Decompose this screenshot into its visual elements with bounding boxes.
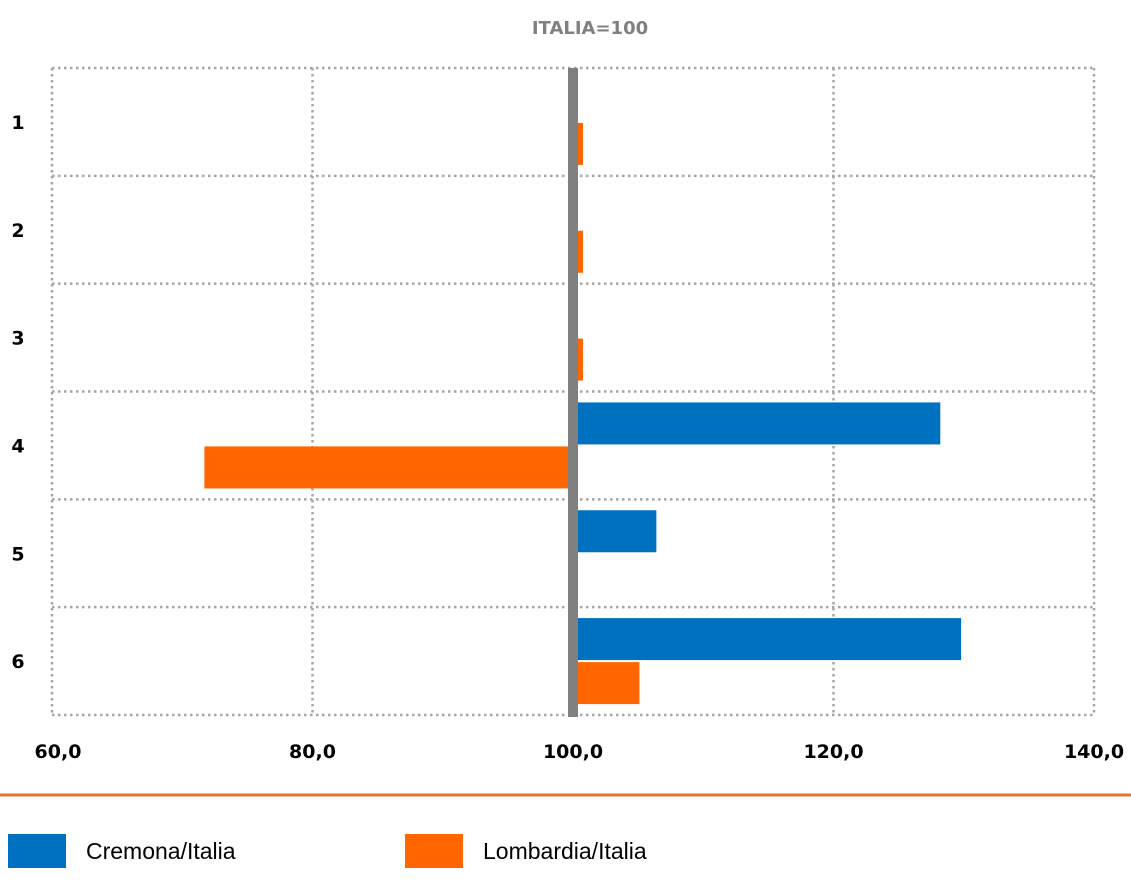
legend-label-lombardia: Lombardia/Italia <box>483 837 647 864</box>
bar-series2-cat-3 <box>578 338 583 381</box>
x-tick-labels: 60,0 80,0 100,0 120,0 140,0 <box>35 741 1125 763</box>
bar-series2-cat-6 <box>578 662 640 705</box>
category-label-6: 6 <box>11 651 24 673</box>
legend-item-cremona: Cremona/Italia <box>8 834 236 868</box>
category-label-4: 4 <box>11 435 24 457</box>
bar-series2-cat-4 <box>204 446 568 489</box>
legend-item-lombardia: Lombardia/Italia <box>405 834 647 868</box>
category-label-1: 1 <box>11 112 24 134</box>
bar-chart: ITALIA=100 1 2 3 4 5 6 60,0 80,0 100,0 120,0 140,… <box>11 18 1125 763</box>
x-tick-label-0: 60,0 <box>35 741 82 763</box>
category-label-5: 5 <box>11 543 24 565</box>
separator-line <box>0 793 1131 797</box>
x-tick-label-1: 80,0 <box>289 741 336 763</box>
bars <box>204 122 962 705</box>
bar-series2-cat-1 <box>578 122 583 165</box>
legend-swatch-cremona <box>8 834 66 868</box>
baseline-axis-line <box>568 68 578 717</box>
bar-series2-cat-2 <box>578 230 583 273</box>
category-labels: 1 2 3 4 5 6 <box>11 112 24 673</box>
baseline-axis <box>568 68 578 717</box>
bar-series1-cat-4 <box>578 402 941 445</box>
chart-title: ITALIA=100 <box>532 18 648 39</box>
x-tick-label-4: 140,0 <box>1064 741 1124 763</box>
x-tick-label-3: 120,0 <box>803 741 863 763</box>
legend: Cremona/Italia Lombardia/Italia <box>0 816 1131 882</box>
legend-label-cremona: Cremona/Italia <box>86 837 236 864</box>
x-tick-label-2: 100,0 <box>543 741 603 763</box>
category-label-3: 3 <box>11 328 24 350</box>
bar-series1-cat-5 <box>578 510 657 553</box>
category-label-2: 2 <box>11 220 24 242</box>
bar-series1-cat-6 <box>578 618 962 661</box>
legend-swatch-lombardia <box>405 834 463 868</box>
